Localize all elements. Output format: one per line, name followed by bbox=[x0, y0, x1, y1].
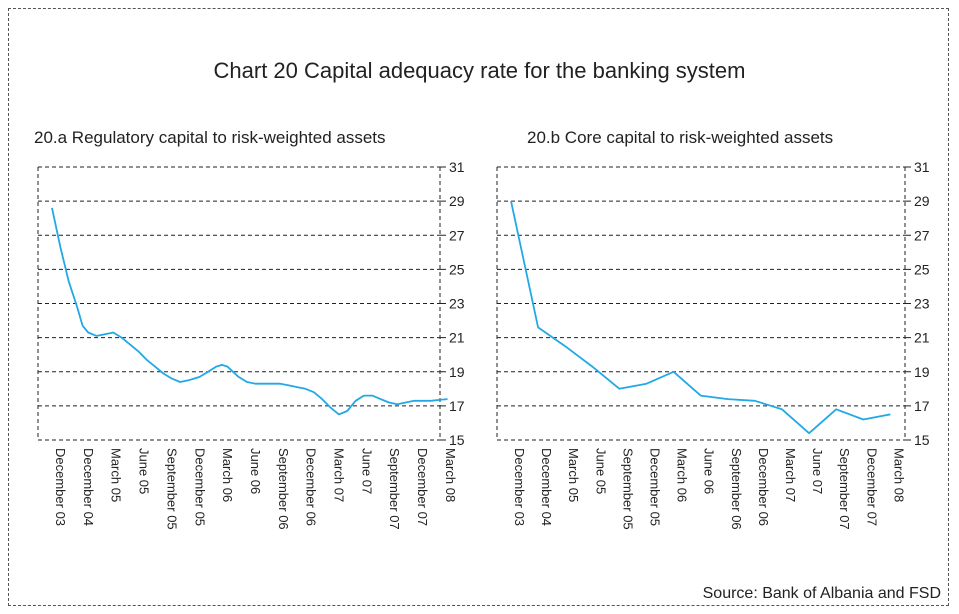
panel-b-x-label: September 05 bbox=[620, 448, 635, 530]
panel-b-x-label: December 03 bbox=[512, 448, 527, 526]
panel-a-ytick-label: 17 bbox=[449, 398, 465, 414]
panel-a-x-label: December 07 bbox=[415, 448, 430, 526]
panel-b-x-label: June 06 bbox=[702, 448, 717, 494]
panel-b-ytick-label: 29 bbox=[914, 193, 930, 209]
panel-b-ytick-label: 23 bbox=[914, 296, 930, 312]
panel-b-ytick-label: 15 bbox=[914, 432, 930, 448]
panel-a-x-label: December 03 bbox=[53, 448, 68, 526]
panel-a-x-label: March 08 bbox=[443, 448, 458, 502]
panel-a-ytick-label: 19 bbox=[449, 364, 465, 380]
panel-b-x-label: December 04 bbox=[539, 448, 554, 526]
panel-a-x-label: March 06 bbox=[220, 448, 235, 502]
panel-b-ytick-label: 31 bbox=[914, 159, 930, 175]
panel-a-x-label: June 05 bbox=[137, 448, 152, 494]
panel-b-x-label: March 08 bbox=[891, 448, 906, 502]
panel-b-x-label: March 05 bbox=[566, 448, 581, 502]
panel-a-x-label: June 07 bbox=[359, 448, 374, 494]
panel-b-x-label: March 07 bbox=[783, 448, 798, 502]
panel-a-x-label: March 05 bbox=[109, 448, 124, 502]
panel-a-title: 20.a Regulatory capital to risk-weighted… bbox=[34, 128, 386, 147]
panel-b-x-label: September 07 bbox=[837, 448, 852, 530]
panel-b-series-line bbox=[510, 200, 891, 435]
panel-b-x-label: December 07 bbox=[864, 448, 879, 526]
panel-a-ytick-label: 31 bbox=[449, 159, 465, 175]
panel-a-x-label: September 05 bbox=[164, 448, 179, 530]
panel-b-x-label: June 05 bbox=[593, 448, 608, 494]
panel-b-x-label: June 07 bbox=[810, 448, 825, 494]
panel-b-ytick-label: 21 bbox=[914, 330, 930, 346]
panel-a-ytick-label: 27 bbox=[449, 227, 465, 243]
panel-a-ytick-label: 15 bbox=[449, 432, 465, 448]
panel-b-ytick-label: 25 bbox=[914, 261, 930, 277]
panel-a-x-label: March 07 bbox=[332, 448, 347, 502]
panel-b-ytick-label: 27 bbox=[914, 227, 930, 243]
panel-a-x-label: December 05 bbox=[192, 448, 207, 526]
panel-b-x-label: December 05 bbox=[648, 448, 663, 526]
panel-a-x-label: December 04 bbox=[81, 448, 96, 526]
panel-b-x-label: March 06 bbox=[675, 448, 690, 502]
panel-a-ytick-label: 25 bbox=[449, 261, 465, 277]
panel-b-x-label: December 06 bbox=[756, 448, 771, 526]
panel-a-ytick-label: 23 bbox=[449, 296, 465, 312]
panel-b-ytick-label: 17 bbox=[914, 398, 930, 414]
chart-frame bbox=[8, 8, 949, 606]
panel-a-ytick-label: 21 bbox=[449, 330, 465, 346]
panel-b-x-label: September 06 bbox=[729, 448, 744, 530]
source-note: Source: Bank of Albania and FSD bbox=[702, 585, 941, 602]
panel-a-x-label: September 06 bbox=[276, 448, 291, 530]
panel-a-x-label: December 06 bbox=[304, 448, 319, 526]
panel-a-series-line bbox=[51, 207, 448, 416]
panel-a-x-label: September 07 bbox=[387, 448, 402, 530]
panel-b-ytick-label: 19 bbox=[914, 364, 930, 380]
panel-a-ytick-label: 29 bbox=[449, 193, 465, 209]
chart-title: Chart 20 Capital adequacy rate for the b… bbox=[213, 58, 746, 83]
panel-a-x-label: June 06 bbox=[248, 448, 263, 494]
panel-b-title: 20.b Core capital to risk-weighted asset… bbox=[527, 128, 834, 147]
